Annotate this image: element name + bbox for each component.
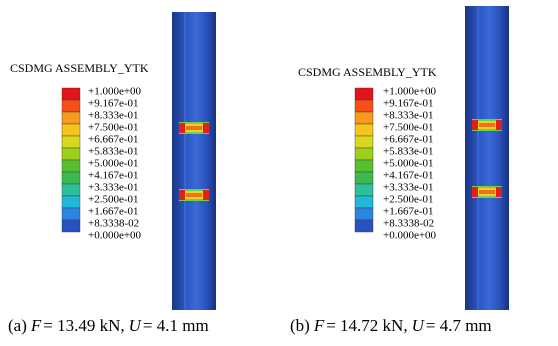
legend-label: +3.333e-01: [88, 182, 139, 194]
legend-swatch: [62, 208, 80, 220]
damage-zone: [203, 123, 209, 133]
legend-label: +9.167e-01: [383, 98, 434, 110]
damage-zone: [472, 120, 478, 130]
column: [172, 12, 216, 310]
caption-part: = 14.72 kN,: [326, 316, 407, 335]
legend-swatch: [355, 208, 373, 220]
legend-label: +8.3338-02: [88, 218, 139, 230]
legend-swatch: [355, 124, 373, 136]
legend-swatch: [62, 160, 80, 172]
legend-swatch: [62, 112, 80, 124]
legend-label: +6.667e-01: [88, 134, 139, 146]
panel: CSDMG ASSEMBLY_YTK+1.000e+00+9.167e-01+8…: [290, 6, 509, 335]
damage-zone: [179, 123, 185, 133]
legend-swatch: [355, 184, 373, 196]
damage-zone: [203, 190, 209, 200]
legend-swatch: [355, 100, 373, 112]
legend-label: +8.3338-02: [383, 218, 434, 230]
legend-label: +5.000e-01: [383, 158, 434, 170]
legend-swatch: [355, 112, 373, 124]
legend-label: +2.500e-01: [383, 194, 434, 206]
figure: CSDMG ASSEMBLY_YTK+1.000e+00+9.167e-01+8…: [0, 0, 558, 346]
caption-part: = 13.49 kN,: [43, 316, 124, 335]
legend-label: +5.833e-01: [383, 146, 434, 158]
caption-part: (a): [8, 316, 27, 335]
legend-label: +1.667e-01: [88, 206, 139, 218]
legend-swatch: [355, 172, 373, 184]
legend-label: +3.333e-01: [383, 182, 434, 194]
caption-part: U: [129, 316, 143, 335]
legend-label: +8.333e-01: [88, 110, 139, 122]
caption: (a)F= 13.49 kN, U= 4.1 mm: [8, 316, 209, 335]
legend-swatch: [62, 88, 80, 100]
legend-label: +8.333e-01: [383, 110, 434, 122]
legend-swatch: [62, 148, 80, 160]
legend-label: +2.500e-01: [88, 194, 139, 206]
legend-swatch: [62, 220, 80, 232]
damage-zone: [496, 120, 502, 130]
damage-zone: [186, 193, 202, 197]
caption-part: = 4.7 mm: [426, 316, 492, 335]
legend-title: CSDMG ASSEMBLY_YTK: [10, 61, 149, 75]
panel: CSDMG ASSEMBLY_YTK+1.000e+00+9.167e-01+8…: [8, 12, 216, 335]
caption-part: (b): [290, 316, 310, 335]
damage-zone: [496, 187, 502, 197]
caption-part: U: [412, 316, 426, 335]
legend-label: +7.500e-01: [383, 122, 434, 134]
legend-label: +4.167e-01: [88, 170, 139, 182]
legend-swatch: [355, 88, 373, 100]
legend-swatch: [62, 124, 80, 136]
legend-label: +5.000e-01: [88, 158, 139, 170]
legend-swatch: [355, 148, 373, 160]
damage-zone: [479, 123, 495, 127]
legend-label: +7.500e-01: [88, 122, 139, 134]
legend-swatch: [355, 220, 373, 232]
legend-swatch: [355, 160, 373, 172]
legend-swatch: [62, 172, 80, 184]
legend-swatch: [355, 136, 373, 148]
legend-label: +6.667e-01: [383, 134, 434, 146]
legend-label: +0.000e+00: [88, 230, 142, 242]
legend-label: +9.167e-01: [88, 98, 139, 110]
legend-swatch: [62, 136, 80, 148]
damage-zone: [479, 190, 495, 194]
damage-zone: [472, 187, 478, 197]
legend-swatch: [355, 196, 373, 208]
legend-swatch: [62, 100, 80, 112]
column: [465, 6, 509, 310]
caption-part: = 4.1 mm: [143, 316, 209, 335]
legend-label: +1.667e-01: [383, 206, 434, 218]
legend-swatch: [62, 184, 80, 196]
damage-zone: [186, 126, 202, 130]
caption-part: F: [313, 316, 325, 335]
legend-label: +1.000e+00: [88, 86, 142, 98]
legend-label: +4.167e-01: [383, 170, 434, 182]
legend-label: +0.000e+00: [383, 230, 437, 242]
legend-title: CSDMG ASSEMBLY_YTK: [298, 65, 437, 79]
damage-zone: [179, 190, 185, 200]
legend-label: +5.833e-01: [88, 146, 139, 158]
caption-part: F: [30, 316, 42, 335]
legend-label: +1.000e+00: [383, 86, 437, 98]
legend-swatch: [62, 196, 80, 208]
caption: (b)F= 14.72 kN, U= 4.7 mm: [290, 316, 492, 335]
